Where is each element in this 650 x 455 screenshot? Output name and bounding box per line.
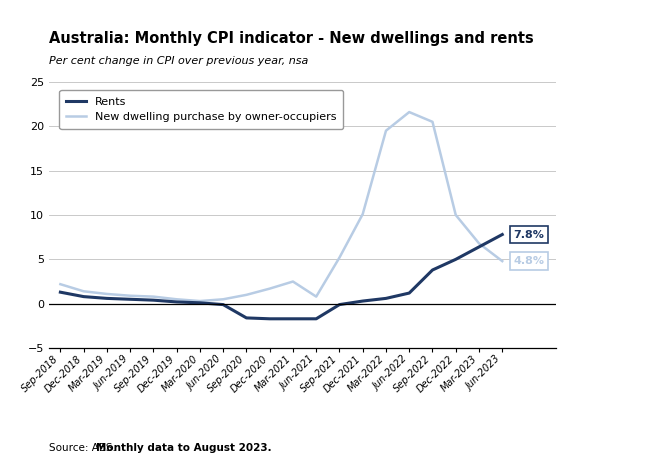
Text: 7.8%: 7.8% — [514, 229, 545, 239]
Text: Per cent change in CPI over previous year, nsa: Per cent change in CPI over previous yea… — [49, 56, 308, 66]
Text: Australia: Monthly CPI indicator - New dwellings and rents: Australia: Monthly CPI indicator - New d… — [49, 31, 534, 46]
Text: Source: ABS.: Source: ABS. — [49, 443, 122, 453]
Text: 4.8%: 4.8% — [514, 256, 545, 266]
Text: Monthly data to August 2023.: Monthly data to August 2023. — [96, 443, 271, 453]
Legend: Rents, New dwelling purchase by owner-occupiers: Rents, New dwelling purchase by owner-oc… — [59, 90, 343, 129]
